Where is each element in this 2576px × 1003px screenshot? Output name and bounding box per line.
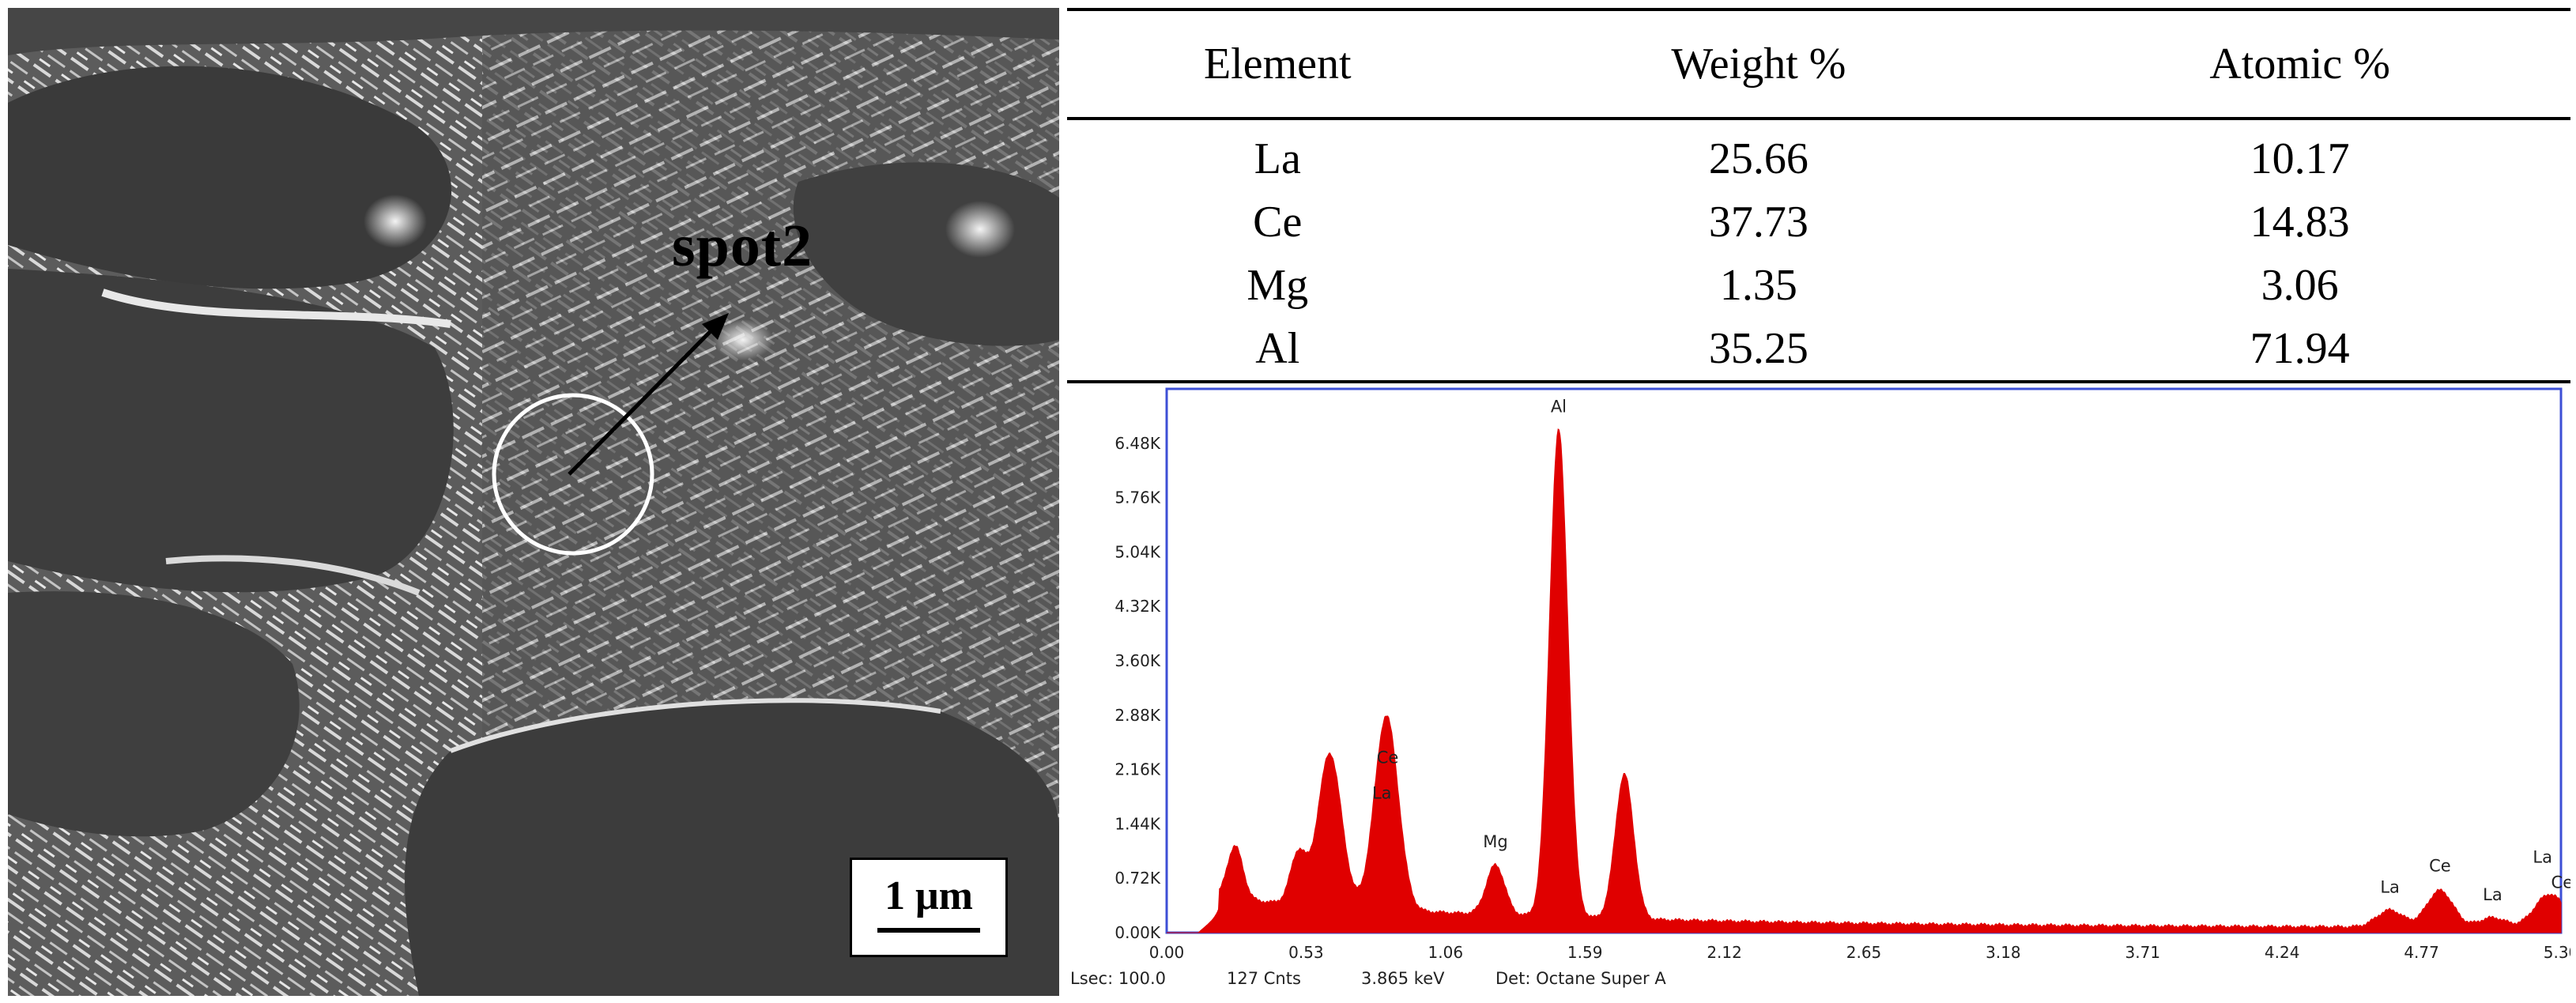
y-tick-label: 6.48K — [1115, 434, 1161, 453]
y-tick-label: 5.76K — [1115, 488, 1161, 507]
cell-atomic: 14.83 — [2250, 198, 2350, 247]
cell-weight: 1.35 — [1719, 261, 1797, 310]
scale-bar-box: 1 μm — [850, 858, 1008, 957]
peak-label: La — [2533, 847, 2552, 866]
x-tick-label: 3.18 — [1986, 943, 2021, 962]
scale-bar — [877, 928, 980, 933]
spectrum-footer: Lsec: 100.0 127 Cnts 3.865 keV Det: Octa… — [1069, 969, 2570, 993]
cell-atomic: 71.94 — [2029, 317, 2570, 383]
x-tick-label: 3.71 — [2125, 943, 2161, 962]
cell-element: Al — [1067, 317, 1488, 383]
scale-bar-label: 1 μm — [884, 873, 973, 918]
table-header-row: Element Weight % Atomic % — [1067, 8, 2570, 120]
spot-arrow — [568, 322, 719, 476]
cell-atomic: 10.17 — [2250, 134, 2350, 183]
y-tick-label: 1.44K — [1115, 814, 1161, 833]
x-tick-label: 2.12 — [1707, 943, 1742, 962]
header-atomic: Atomic % — [2029, 8, 2570, 120]
header-element: Element — [1067, 8, 1488, 120]
peak-label: La — [1372, 784, 1392, 803]
cell-element: Mg — [1247, 261, 1309, 310]
header-weight: Weight % — [1488, 8, 2030, 120]
table-row: Al 35.25 71.94 — [1067, 317, 2570, 383]
x-tick-label: 0.53 — [1288, 943, 1324, 962]
composition-table-panel: Element Weight % Atomic % La 25.66 10.17… — [1067, 8, 2570, 383]
x-tick-label: 1.59 — [1567, 943, 1603, 962]
x-tick-label: 4.24 — [2265, 943, 2300, 962]
table-row: La 25.66 10.17 — [1067, 119, 2570, 190]
peak-label: La — [2483, 885, 2502, 904]
peak-label: Mg — [1483, 832, 1507, 851]
x-tick-label: 2.65 — [1846, 943, 1882, 962]
footer-detector: Det: Octane Super A — [1495, 969, 1666, 988]
cell-weight: 35.25 — [1488, 317, 2030, 383]
y-tick-label: 0.72K — [1115, 869, 1161, 888]
x-tick-label: 4.77 — [2404, 943, 2439, 962]
spot-circle — [492, 393, 654, 556]
y-tick-label: 5.04K — [1115, 542, 1161, 561]
sem-micrograph: spot2 1 μm — [8, 8, 1059, 996]
cell-weight: 25.66 — [1708, 134, 1808, 183]
x-tick-label: 1.06 — [1428, 943, 1464, 962]
footer-kev: 3.865 keV — [1361, 969, 1445, 988]
composition-table: Element Weight % Atomic % La 25.66 10.17… — [1067, 8, 2570, 383]
table-row: Mg 1.35 3.06 — [1067, 254, 2570, 317]
y-tick-label: 0.00K — [1115, 923, 1161, 942]
table-row: Ce 37.73 14.83 — [1067, 190, 2570, 254]
peak-label: Al — [1551, 398, 1567, 417]
footer-lsec: Lsec: 100.0 — [1070, 969, 1166, 988]
y-tick-label: 3.60K — [1115, 651, 1161, 670]
peak-label: Ce — [1377, 748, 1399, 767]
y-tick-label: 4.32K — [1115, 597, 1161, 616]
y-tick-label: 2.88K — [1115, 706, 1161, 725]
cell-element: La — [1254, 134, 1301, 183]
cell-weight: 37.73 — [1708, 198, 1808, 247]
peak-label: Ce — [2429, 856, 2451, 875]
y-tick-label: 2.16K — [1115, 760, 1161, 779]
cell-element: Ce — [1253, 198, 1303, 247]
eds-spectrum-panel: 0.00K 0.72K 1.44K 2.16K 2.88K 3.60K 4.32K 5.04K… — [1069, 384, 2570, 997]
footer-counts: 127 Cnts — [1227, 969, 1301, 988]
peak-label: La — [2380, 877, 2400, 896]
spectrum-area — [1167, 428, 2562, 933]
x-tick-label: 0.00 — [1149, 943, 1185, 962]
spot-label: spot2 — [672, 213, 813, 279]
peak-label: Ce — [2551, 873, 2570, 892]
micrograph-image — [8, 8, 1059, 996]
eds-spectrum-chart: 0.00K 0.72K 1.44K 2.16K 2.88K 3.60K 4.32K 5.04K… — [1115, 387, 2570, 962]
x-tick-label: 5.30 — [2544, 943, 2570, 962]
cell-atomic: 3.06 — [2261, 261, 2339, 310]
